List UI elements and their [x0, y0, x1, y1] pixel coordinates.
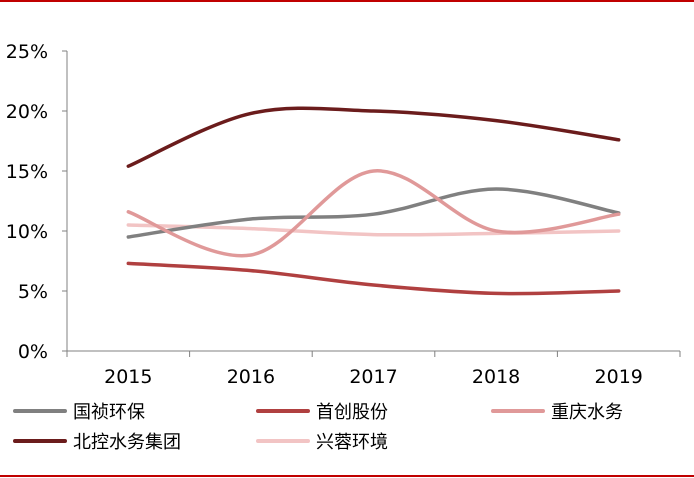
legend-label: 国祯环保	[73, 402, 145, 423]
y-tick-label: 15%	[6, 161, 48, 183]
x-tick-label: 2015	[104, 366, 152, 388]
x-tick-label: 2016	[227, 366, 275, 388]
series-line-4	[126, 106, 621, 168]
x-axis: 2015 2016 2017 2018 2019	[66, 350, 681, 388]
series-line-2	[126, 261, 621, 296]
x-tick-label: 2018	[472, 366, 520, 388]
y-tick-label: 10%	[6, 221, 48, 243]
y-tick-label: 5%	[18, 281, 48, 303]
x-tick-label: 2017	[349, 366, 397, 388]
x-tick-label: 2019	[595, 366, 643, 388]
y-axis: 0% 5% 10% 15% 20% 25%	[6, 41, 68, 363]
series-line-1	[126, 187, 621, 239]
legend-label: 北控水务集团	[73, 432, 181, 453]
series-line-3	[126, 169, 621, 258]
y-tick-label: 0%	[18, 341, 48, 363]
y-tick-label: 20%	[6, 101, 48, 123]
y-tick-label: 25%	[6, 41, 48, 63]
legend-label: 首创股份	[316, 402, 388, 423]
legend-label: 重庆水务	[551, 402, 623, 423]
plot-lines	[126, 106, 621, 296]
legend-label: 兴蓉环境	[316, 432, 388, 453]
